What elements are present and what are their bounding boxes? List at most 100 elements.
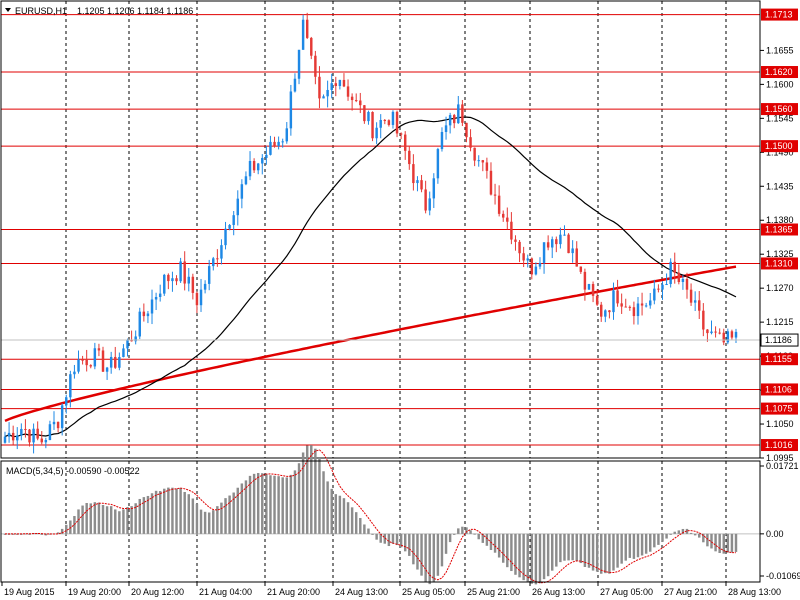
- candle-body: [363, 105, 366, 122]
- macd-pane[interactable]: [0, 460, 761, 583]
- macd-bar: [428, 533, 431, 585]
- candle-body: [457, 104, 460, 124]
- candle-body: [252, 160, 256, 171]
- macd-bar: [685, 528, 689, 534]
- macd-bar: [461, 526, 464, 534]
- macd-bar: [432, 533, 436, 582]
- fast-moving-average: [4, 116, 737, 438]
- candle-body: [32, 428, 35, 443]
- macd-bar: [359, 518, 362, 534]
- macd-bar: [346, 502, 350, 534]
- macd-bar: [220, 502, 223, 534]
- candle-body: [665, 284, 668, 286]
- candle-body: [314, 55, 317, 77]
- current-price-label-bg: [760, 333, 799, 347]
- macd-bar: [604, 533, 607, 574]
- candle-body: [612, 290, 615, 313]
- macd-bar: [273, 475, 276, 534]
- candle-body: [228, 224, 231, 229]
- price-tick-label: 1.0995: [766, 453, 794, 463]
- candle-body: [604, 310, 607, 317]
- candle-body: [342, 79, 346, 87]
- candle-body: [85, 359, 88, 366]
- macd-bar: [661, 533, 664, 542]
- level-label-bg: [761, 383, 798, 396]
- candle-body: [16, 435, 19, 441]
- candle-body: [706, 329, 709, 334]
- macd-bar: [416, 533, 419, 570]
- macd-bar: [493, 533, 497, 553]
- candle-body: [346, 86, 350, 97]
- candle-body: [224, 228, 227, 246]
- candle-body: [167, 274, 170, 282]
- macd-bar: [314, 448, 317, 534]
- candle-body: [163, 274, 166, 294]
- candle-body: [256, 163, 260, 171]
- level-label: 1.1075: [765, 404, 793, 414]
- macd-bar: [73, 516, 76, 534]
- candle-body: [436, 149, 440, 179]
- candle-body: [416, 180, 419, 184]
- candle-body: [240, 184, 244, 199]
- macd-bar: [551, 533, 554, 571]
- macd-bar: [293, 470, 297, 534]
- macd-bar: [158, 491, 162, 534]
- candle-body: [285, 128, 289, 142]
- macd-bar: [583, 533, 587, 567]
- price-tick-label: 1.1545: [766, 113, 794, 123]
- level-label: 1.1713: [765, 10, 793, 20]
- candle-body: [501, 213, 505, 218]
- macd-bar: [653, 533, 656, 548]
- macd-bar: [134, 503, 137, 534]
- candle-body: [305, 19, 309, 38]
- candle-body: [69, 374, 72, 398]
- macd-bar: [354, 512, 358, 534]
- macd-bar: [122, 509, 125, 534]
- macd-bar: [240, 483, 244, 534]
- candle-body: [440, 131, 444, 150]
- candle-body: [489, 170, 493, 195]
- candle-body: [187, 276, 190, 284]
- chart-header: EURUSD,H1 1.1205 1.1206 1.1184 1.1186: [5, 6, 193, 16]
- candle-body: [465, 122, 468, 138]
- macd-bar: [69, 520, 72, 534]
- candle-body: [681, 278, 685, 283]
- macd-bar: [81, 505, 84, 534]
- macd-bar: [150, 493, 154, 534]
- candle-body: [600, 304, 603, 317]
- macd-bar: [244, 480, 248, 534]
- candle-body: [567, 234, 570, 254]
- macd-bar: [681, 528, 685, 534]
- macd-bar: [710, 533, 713, 549]
- candle-body: [297, 49, 301, 79]
- candle-body: [628, 306, 632, 308]
- dropdown-triangle-icon[interactable]: [5, 8, 11, 12]
- candle-body: [375, 127, 378, 139]
- candle-body: [154, 296, 158, 300]
- macd-bar: [395, 533, 399, 546]
- macd-bar: [538, 533, 542, 584]
- macd-bar: [628, 533, 632, 558]
- macd-bar: [587, 533, 591, 568]
- macd-axis: 0.01721 0.00 -0.01069: [760, 461, 800, 581]
- macd-bar: [261, 473, 264, 534]
- macd-bar: [501, 533, 505, 563]
- price-pane[interactable]: [0, 0, 761, 459]
- candle-body: [118, 357, 121, 368]
- candle-body: [526, 258, 529, 261]
- candle-body: [175, 278, 178, 282]
- macd-bar: [644, 533, 648, 554]
- macd-bar: [256, 472, 260, 534]
- macd-bar: [383, 533, 387, 544]
- macd-bar: [555, 533, 558, 567]
- price-tick-label: 1.1655: [766, 45, 794, 55]
- candle-body: [359, 100, 362, 106]
- macd-bar: [216, 506, 219, 534]
- candle-body: [616, 290, 619, 304]
- level-label-bg: [761, 66, 798, 79]
- macd-bar: [224, 498, 227, 534]
- candle-body: [461, 104, 464, 123]
- macd-bar: [338, 495, 342, 534]
- macd-bar: [612, 533, 615, 571]
- candle-body: [653, 288, 656, 301]
